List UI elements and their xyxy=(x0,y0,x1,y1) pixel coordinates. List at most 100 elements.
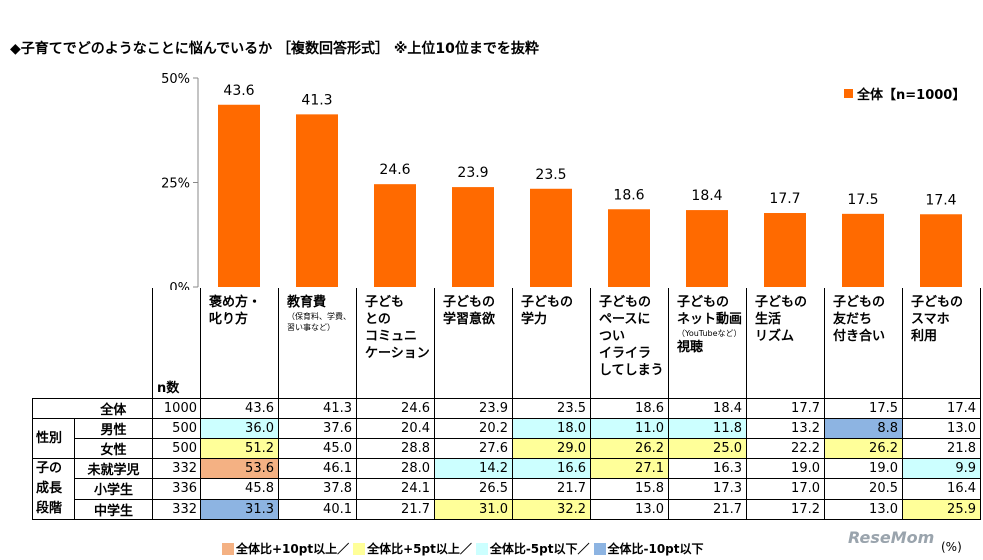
table-cell: 25.0 xyxy=(668,438,747,459)
table-cell: 26.2 xyxy=(590,438,669,459)
table-row: 子の成長段階 未就学児 332 53.6 46.1 28.0 14.2 16.6 27.1 16.… xyxy=(32,457,981,520)
table-row: 小学生 336 45.8 37.8 24.1 26.5 21.7 15.8 17.3 17.0 20… xyxy=(33,478,981,500)
chart-title: ◆子育てでどのようなことに悩んでいるか ［複数回答形式］ ※上位10位までを抜粋 xyxy=(10,41,539,57)
row-n: 332 xyxy=(152,457,201,480)
bar-value-label: 18.6 xyxy=(613,187,644,203)
table-cell: 43.6 xyxy=(200,398,279,419)
y-tick-label: 50% xyxy=(161,72,190,87)
row-n: 332 xyxy=(152,498,201,521)
table-cell: 18.4 xyxy=(668,398,747,419)
category-label-8: 子どもの 生活 リズム xyxy=(746,288,825,399)
bar-chart: 0% 25% 50% 43.6 41.3 24.6 23.9 23.5 18.6 18.4 17.7… xyxy=(161,72,962,290)
row-label: 全体 xyxy=(74,398,153,419)
table-cell: 17.4 xyxy=(902,398,981,419)
highlight-swatch xyxy=(222,542,234,555)
table-cell: 23.5 xyxy=(512,398,591,419)
table-cell: 14.2 xyxy=(434,457,513,480)
row-label: 女性 xyxy=(74,438,153,459)
table-cell: 8.8 xyxy=(824,418,903,439)
highlight-swatch xyxy=(353,542,366,555)
table-row: 女性 500 51.2 45.0 28.8 27.6 29.0 26.2 25.0 22.2 26.… xyxy=(33,438,981,459)
table-cell: 28.0 xyxy=(356,457,435,480)
table-cell: 41.3 xyxy=(278,398,357,419)
table-cell: 27.6 xyxy=(434,438,513,459)
table-cell: 24.1 xyxy=(356,478,435,500)
table-cell: 46.1 xyxy=(278,457,357,480)
bar-value-label: 17.5 xyxy=(847,192,878,208)
table-cell: 17.3 xyxy=(668,478,747,500)
category-label-2: 教育費 （保育料、学費、 習い事など） xyxy=(278,288,357,399)
highlight-legend: 全体比+10pt以上／ 全体比+5pt以上／ 全体比-5pt以下／ 全体比-10pt以… xyxy=(218,540,704,557)
table-cell: 45.0 xyxy=(278,438,357,459)
unit-label: (%) xyxy=(941,540,962,554)
highlight-label: 全体比-5pt以下／ xyxy=(489,542,590,556)
category-label-9: 子どもの 友だち 付き合い xyxy=(824,288,903,399)
category-label-5: 子どもの 学力 xyxy=(512,288,591,399)
table-header-row: n数 褒め方・ 叱り方 教育費 （保育料、学費、 習い事など） 子ども との コミュニ … xyxy=(32,288,981,399)
chart-legend: 全体【n=1000】 xyxy=(834,80,974,106)
category-label-6: 子どもの ペースに つい イライラ してしまう xyxy=(590,288,669,399)
bar-5 xyxy=(530,188,572,287)
bar-1 xyxy=(218,104,260,287)
table-cell: 25.9 xyxy=(902,498,981,521)
bar-value-label: 24.6 xyxy=(379,162,410,178)
table-cell: 17.5 xyxy=(824,398,903,419)
table-cell: 37.6 xyxy=(278,418,357,439)
row-label: 未就学児 xyxy=(74,457,153,480)
table-cell: 27.1 xyxy=(590,457,669,480)
header-blank xyxy=(32,288,153,399)
table-cell: 9.9 xyxy=(902,457,981,480)
y-tick-label: 0% xyxy=(169,281,190,290)
group-label-gender: 性別 xyxy=(32,418,75,459)
bar-8 xyxy=(764,213,806,287)
row-label: 中学生 xyxy=(74,498,153,521)
table-cell: 17.2 xyxy=(746,498,825,521)
category-label-1: 褒め方・ 叱り方 xyxy=(200,288,279,399)
table-cell: 19.0 xyxy=(824,457,903,480)
bar-3 xyxy=(374,184,416,287)
bar-4 xyxy=(452,187,494,287)
table-row: 中学生 332 31.3 40.1 21.7 31.0 32.2 13.0 21.7 17.2 13… xyxy=(33,498,981,521)
table-cell: 16.3 xyxy=(668,457,747,480)
bar-2 xyxy=(296,114,338,287)
table-cell: 51.2 xyxy=(200,438,279,459)
table-cell: 18.6 xyxy=(590,398,669,419)
table-cell: 22.2 xyxy=(746,438,825,459)
table-cell: 31.3 xyxy=(200,498,279,521)
table-cell: 11.8 xyxy=(668,418,747,439)
category-label-3: 子ども との コミュニ ケーション xyxy=(356,288,435,399)
row-n: 500 xyxy=(152,418,201,439)
bar-value-label: 18.4 xyxy=(691,188,722,204)
data-table: n数 褒め方・ 叱り方 教育費 （保育料、学費、 習い事など） 子ども との コミュニ … xyxy=(32,288,981,521)
highlight-label: 全体比+5pt以上／ xyxy=(367,542,472,556)
bar-value-label: 23.9 xyxy=(457,165,488,181)
table-cell: 18.0 xyxy=(512,418,591,439)
category-label-10: 子どもの スマホ 利用 xyxy=(902,288,981,399)
watermark-logo: ReseMom xyxy=(848,528,935,547)
table-cell: 29.0 xyxy=(512,438,591,459)
row-n: 500 xyxy=(152,438,201,459)
bar-value-label: 41.3 xyxy=(301,92,332,108)
group-label-stage: 子の成長段階 xyxy=(32,458,75,520)
highlight-swatch xyxy=(475,542,488,555)
table-cell: 21.8 xyxy=(902,438,981,459)
table-cell: 26.2 xyxy=(824,438,903,459)
table-cell: 20.5 xyxy=(824,478,903,500)
table-cell: 37.8 xyxy=(278,478,357,500)
highlight-swatch xyxy=(593,542,606,555)
bar-10 xyxy=(920,214,962,287)
bar-6 xyxy=(608,209,650,287)
table-cell: 32.2 xyxy=(512,498,591,521)
table-cell: 19.0 xyxy=(746,457,825,480)
legend-swatch xyxy=(844,88,853,98)
category-label-7: 子どもの ネット動画 （YouTubeなど） 視聴 xyxy=(668,288,747,399)
bar-7 xyxy=(686,210,728,287)
table-cell: 31.0 xyxy=(434,498,513,521)
table-cell: 26.5 xyxy=(434,478,513,500)
table-row: 性別 男性 500 36.0 37.6 20.4 20.2 18.0 11.0 11.8 13.2 8… xyxy=(32,418,981,459)
table-cell: 17.0 xyxy=(746,478,825,500)
table-row: 全体 1000 43.6 41.3 24.6 23.9 23.5 18.6 18.4 17.7 17… xyxy=(32,398,981,419)
highlight-label: 全体比+10pt以上／ xyxy=(236,542,350,556)
table-cell: 36.0 xyxy=(200,418,279,439)
highlight-label: 全体比-10pt以下 xyxy=(607,542,704,556)
